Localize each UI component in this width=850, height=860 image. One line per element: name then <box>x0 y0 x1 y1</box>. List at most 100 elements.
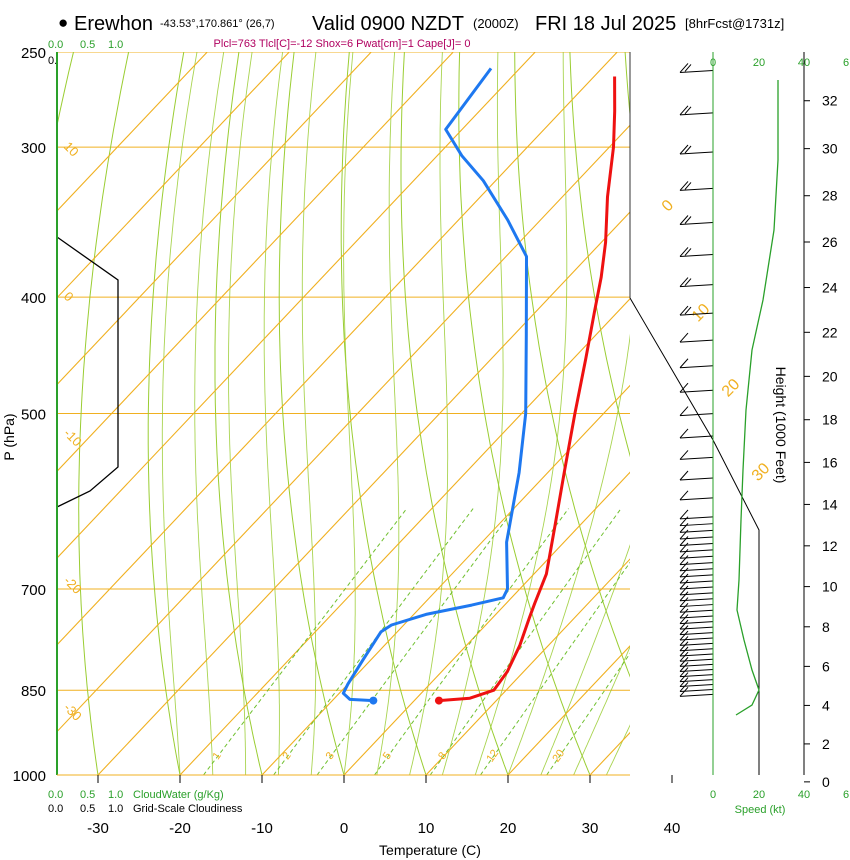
cloud-bottom2-05: 0.5 <box>80 803 95 815</box>
wind-barb <box>679 636 714 646</box>
cloud-top-1: 1.0 <box>108 39 123 51</box>
speed-axis-label: Speed (kt) <box>735 804 786 816</box>
mixing-ratio-label: 3 <box>324 750 337 762</box>
wind-barb-shaft <box>679 187 714 191</box>
wind-barb <box>679 382 714 393</box>
height-tick-label: 10 <box>822 579 838 595</box>
indices-line: Plcl=763 Tlcl[C]=-12 Shox=6 Pwat[cm]=1 C… <box>214 38 471 50</box>
wind-barb-shaft <box>679 312 714 316</box>
moist-adiabat <box>376 52 400 775</box>
wind-barb-shaft <box>679 477 714 481</box>
isotherm <box>343 471 630 775</box>
wind-barb <box>679 630 714 641</box>
isotherm <box>57 52 290 299</box>
cloud-bottom-05: 0.5 <box>80 789 95 801</box>
height-tick-label: 4 <box>822 697 830 713</box>
wind-barb <box>679 470 714 481</box>
wind-barb <box>679 332 714 343</box>
isotherm <box>57 124 630 733</box>
mixing-ratio-label: 20 <box>550 748 567 765</box>
dry-adiabat <box>569 52 630 458</box>
isotherm-right-label: 0 <box>659 197 677 215</box>
speed-top-6: 6 <box>843 57 849 69</box>
height-tick-label: 2 <box>822 736 830 752</box>
wind-barb-shaft <box>679 389 714 393</box>
cloud-bottom-0: 0.0 <box>48 789 63 801</box>
wind-barb-flag <box>679 625 689 635</box>
height-tick-label: 26 <box>822 234 838 250</box>
surface-temperature-marker <box>434 696 443 705</box>
speed-bottom-0: 0 <box>710 789 716 801</box>
mixing-ratio-label: 2 <box>280 750 293 762</box>
wind-barb-shaft <box>679 693 714 697</box>
wind-barb-flag <box>679 672 689 682</box>
wind-barb-shaft <box>679 574 714 578</box>
moist-adiabat <box>409 52 449 775</box>
dry-adiabat <box>842 31 850 801</box>
wind-barb-flag <box>679 529 689 540</box>
speed-bottom-20: 20 <box>753 789 765 801</box>
wind-barb-flag <box>679 305 689 316</box>
wind-barb-flag <box>679 490 689 501</box>
wind-barb-flag <box>679 450 689 460</box>
wind-barb <box>679 358 714 369</box>
wind-barb-flag <box>684 145 692 154</box>
wind-barb <box>679 305 714 316</box>
wind-barb-flag <box>679 105 689 116</box>
pressure-label-500: 500 <box>21 407 46 424</box>
x-tick-label: -20 <box>169 820 191 837</box>
x-tick-label: 0 <box>340 820 348 837</box>
station-bullet: ● <box>58 13 68 32</box>
wind-barb-flag <box>679 536 689 546</box>
dry-adiabat <box>400 52 509 775</box>
height-axis-title: Height (1000 Feet) <box>773 367 789 484</box>
wind-barb-shaft <box>679 549 714 553</box>
dry-adiabat <box>147 52 185 775</box>
pressure-label-850: 850 <box>21 683 46 700</box>
wind-barb-flag <box>679 597 689 607</box>
height-tick-label: 18 <box>822 412 838 428</box>
wind-barb <box>679 181 714 191</box>
wind-barb-flag <box>679 358 689 369</box>
isotherm-right-label: 20 <box>719 376 744 401</box>
wind-barb-shaft <box>679 562 714 566</box>
dry-adiabat <box>458 52 591 775</box>
pressure-label-300: 300 <box>21 140 46 157</box>
x-tick-label: 20 <box>500 820 517 837</box>
wind-barb-shaft <box>679 542 714 546</box>
valid-date: FRI 18 Jul 2025 <box>535 13 676 35</box>
moist-adiabat <box>474 52 568 775</box>
isotherm <box>97 211 630 775</box>
height-tick-label: 22 <box>822 324 838 340</box>
x-tick-label: 40 <box>664 820 681 837</box>
wind-barb-flag <box>679 567 689 578</box>
wind-barb <box>679 277 714 288</box>
wind-barb-flag <box>679 667 689 677</box>
wind-barb-flag <box>679 619 689 630</box>
grid-cloudiness-label: Grid-Scale Cloudiness <box>133 803 243 815</box>
wind-barb <box>679 672 714 683</box>
moist-adiabat <box>161 52 198 775</box>
speed-top-20: 20 <box>753 57 765 69</box>
station-name: Erewhon <box>74 13 153 35</box>
speed-bottom-40: 40 <box>798 789 810 801</box>
wind-barb <box>679 215 714 225</box>
terrain-profile <box>629 297 760 775</box>
mixing-ratio-line <box>374 508 569 775</box>
wind-barb-flag <box>684 182 692 190</box>
wind-barb-shaft <box>679 555 714 559</box>
y-axis-title: P (hPa) <box>1 413 17 460</box>
isotherm <box>179 298 630 775</box>
wind-barb-shaft <box>679 669 714 673</box>
wind-barb-flag <box>679 602 689 613</box>
wind-barb-flag <box>679 470 689 481</box>
moist-adiabat <box>194 52 225 775</box>
wind-barb <box>679 490 714 501</box>
wind-barb <box>679 450 714 460</box>
height-tick-label: 28 <box>822 188 838 204</box>
wind-barb-flag <box>679 332 689 343</box>
mixing-ratio-line <box>316 508 515 775</box>
x-tick-label: 30 <box>582 820 599 837</box>
x-axis-title: Temperature (C) <box>379 842 481 858</box>
